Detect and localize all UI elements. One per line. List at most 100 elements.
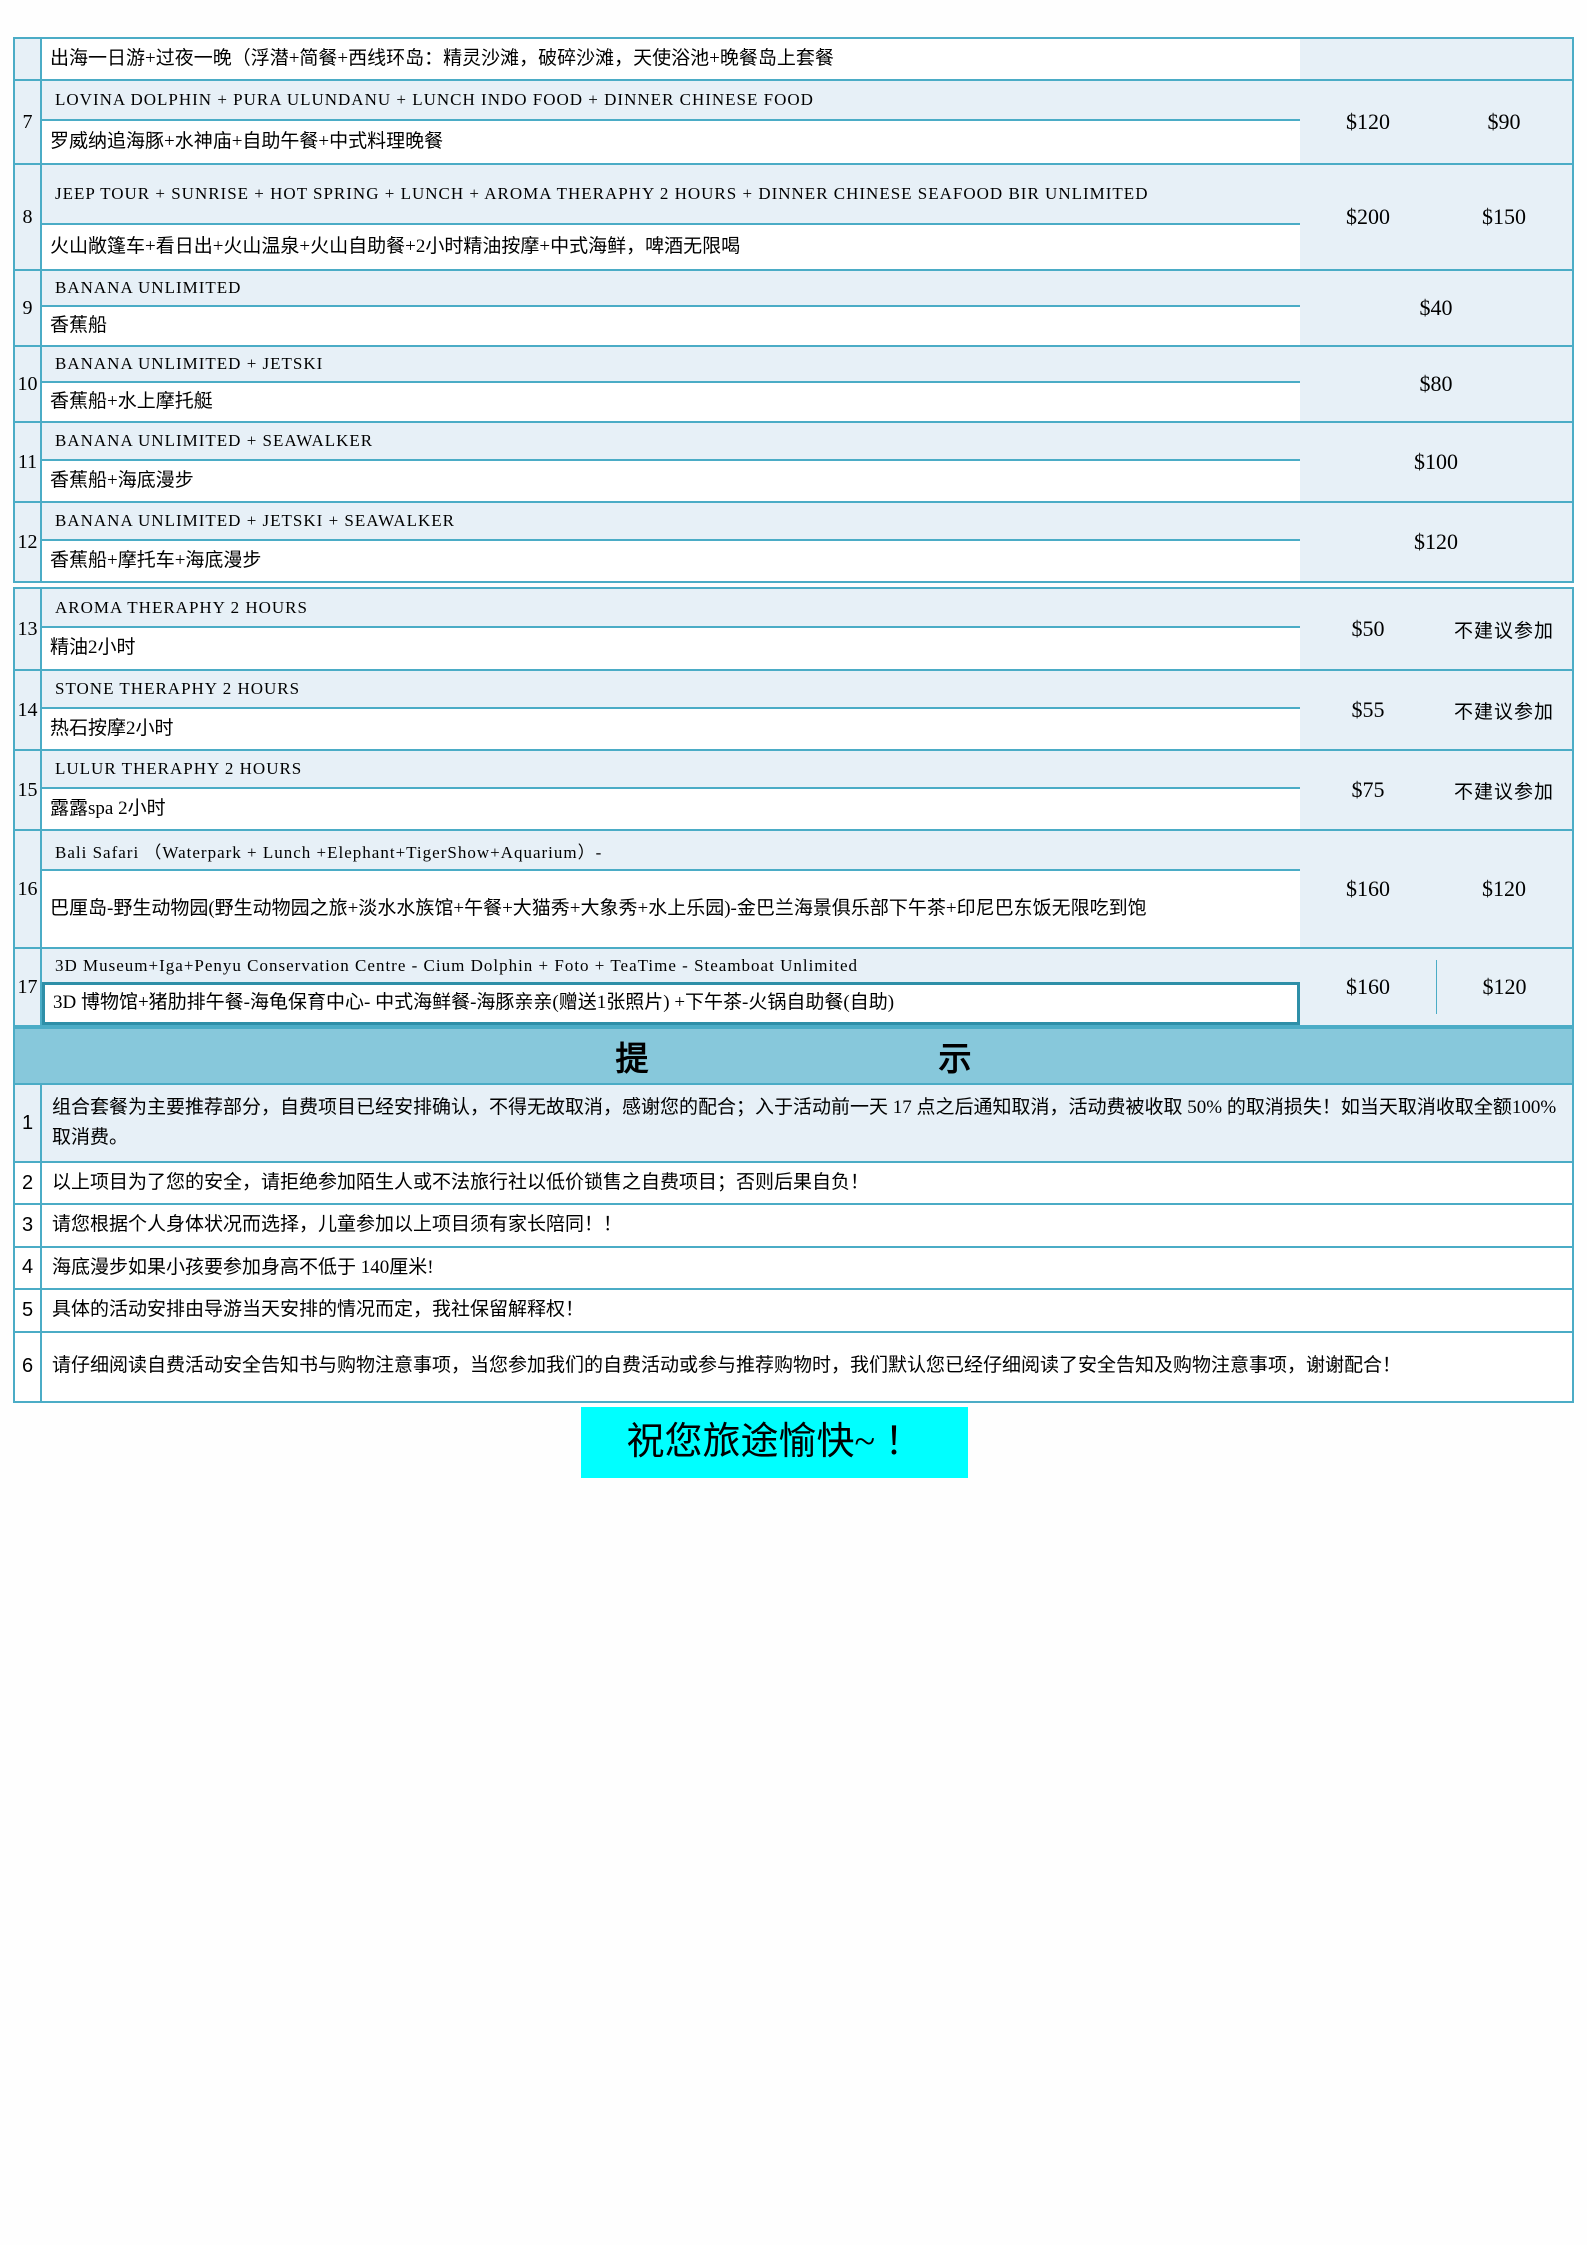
item-name-en: BANANA UNLIMITED + JETSKI [42, 347, 1300, 381]
price-merged: $80 [1419, 371, 1453, 396]
row-number: 11 [15, 423, 42, 501]
price-adult: $160 [1346, 876, 1390, 901]
item-name-en: LULUR THERAPHY 2 HOURS [42, 751, 1300, 787]
row-number: 17 [15, 949, 42, 1025]
table-row: 14 STONE THERAPHY 2 HOURS 热石按摩2小时 $55 不建… [15, 669, 1572, 749]
notice-header: 提 示 [15, 1029, 1572, 1085]
item-name-en: BANANA UNLIMITED + JETSKI + SEAWALKER [42, 503, 1300, 539]
item-description: BANANA UNLIMITED + SEAWALKER 香蕉船+海底漫步 [42, 423, 1300, 501]
item-name-en: STONE THERAPHY 2 HOURS [42, 671, 1300, 707]
notice-row: 1 组合套餐为主要推荐部分，自费项目已经安排确认，不得无故取消，感谢您的配合；入… [15, 1085, 1572, 1161]
selected-cell[interactable]: 3D 博物馆+猪肋排午餐-海龟保育中心- 中式海鲜餐-海豚亲亲(赠送1张照片) … [42, 982, 1300, 1025]
item-description: AROMA THERAPHY 2 HOURS 精油2小时 [42, 589, 1300, 669]
notice-text: 请您根据个人身体状况而选择，儿童参加以上项目须有家长陪同！！ [52, 1214, 623, 1236]
item-name-en: BANANA UNLIMITED [42, 271, 1300, 305]
price-cells: $40 [1300, 271, 1572, 345]
notice-number: 6 [15, 1332, 42, 1401]
price-cells: $75 不建议参加 [1300, 751, 1572, 829]
table-row: 15 LULUR THERAPHY 2 HOURS 露露spa 2小时 $75 … [15, 749, 1572, 829]
row-number: 13 [15, 589, 42, 669]
price-cells: $120 [1300, 503, 1572, 581]
table-row: 16 Bali Safari （Waterpark + Lunch +Eleph… [15, 829, 1572, 947]
item-description: 出海一日游+过夜一晚（浮潜+简餐+西线环岛：精灵沙滩，破碎沙滩，天使浴池+晚餐岛… [42, 39, 1300, 79]
row-number: 16 [15, 831, 42, 947]
price-adult: $160 [1346, 974, 1390, 999]
price-adult: $55 [1351, 697, 1385, 722]
item-description: 3D Museum+Iga+Penyu Conservation Centre … [42, 949, 1300, 1025]
item-name-zh: 香蕉船 [42, 305, 1300, 345]
notice-table: 提 示 1 组合套餐为主要推荐部分，自费项目已经安排确认，不得无故取消，感谢您的… [13, 1027, 1574, 1403]
row-number: 14 [15, 671, 42, 749]
item-name-zh: 出海一日游+过夜一晚（浮潜+简餐+西线环岛：精灵沙滩，破碎沙滩，天使浴池+晚餐岛… [42, 39, 1300, 79]
table-row: 17 3D Museum+Iga+Penyu Conservation Cent… [15, 947, 1572, 1025]
item-name-en: BANANA UNLIMITED + SEAWALKER [42, 423, 1300, 459]
item-name-zh: 香蕉船+水上摩托艇 [42, 381, 1300, 421]
notice-row: 5 具体的活动安排由导游当天安排的情况而定，我社保留解释权！ [15, 1288, 1572, 1331]
notice-number: 3 [15, 1205, 42, 1246]
notice-text: 请仔细阅读自费活动安全告知书与购物注意事项，当您参加我们的自费活动或参与推荐购物… [52, 1355, 1402, 1377]
not-recommended-label: 不建议参加 [1453, 620, 1554, 642]
table-row: 7 LOVINA DOLPHIN + PURA ULUNDANU + LUNCH… [15, 79, 1572, 163]
price-adult: $75 [1351, 777, 1385, 802]
notice-text: 具体的活动安排由导游当天安排的情况而定，我社保留解释权！ [52, 1299, 585, 1321]
table-row: 9 BANANA UNLIMITED 香蕉船 $40 [15, 269, 1572, 345]
package-table-lower: 13 AROMA THERAPHY 2 HOURS 精油2小时 $50 不建议参… [13, 587, 1574, 1027]
item-description: JEEP TOUR + SUNRISE + HOT SPRING + LUNCH… [42, 165, 1300, 269]
row-number: 15 [15, 751, 42, 829]
price-child: $150 [1482, 204, 1526, 229]
item-name-en: Bali Safari （Waterpark + Lunch +Elephant… [42, 831, 1300, 869]
table-row: 出海一日游+过夜一晚（浮潜+简餐+西线环岛：精灵沙滩，破碎沙滩，天使浴池+晚餐岛… [15, 39, 1572, 79]
notice-number: 4 [15, 1247, 42, 1289]
item-name-en: AROMA THERAPHY 2 HOURS [42, 589, 1300, 626]
table-row: 12 BANANA UNLIMITED + JETSKI + SEAWALKER… [15, 501, 1572, 581]
price-cells [1300, 39, 1572, 79]
item-description: LULUR THERAPHY 2 HOURS 露露spa 2小时 [42, 751, 1300, 829]
item-description: BANANA UNLIMITED + JETSKI 香蕉船+水上摩托艇 [42, 347, 1300, 421]
notice-text: 组合套餐为主要推荐部分，自费项目已经安排确认，不得无故取消，感谢您的配合；入于活… [52, 1096, 1557, 1148]
item-name-zh: 精油2小时 [42, 626, 1300, 669]
price-merged: $40 [1419, 295, 1453, 320]
package-table-upper: 出海一日游+过夜一晚（浮潜+简餐+西线环岛：精灵沙滩，破碎沙滩，天使浴池+晚餐岛… [13, 37, 1574, 583]
item-name-zh: 热石按摩2小时 [42, 707, 1300, 749]
row-number: 12 [15, 503, 42, 581]
price-adult: $120 [1346, 109, 1390, 134]
notice-number: 1 [15, 1085, 42, 1161]
notice-title-right: 示 [938, 1042, 972, 1078]
table-row: 11 BANANA UNLIMITED + SEAWALKER 香蕉船+海底漫步… [15, 421, 1572, 501]
item-description: BANANA UNLIMITED + JETSKI + SEAWALKER 香蕉… [42, 503, 1300, 581]
price-cells: $55 不建议参加 [1300, 671, 1572, 749]
price-cells: $120 $90 [1300, 81, 1572, 163]
farewell-banner: 祝您旅途愉快~ ！ [581, 1406, 968, 1478]
table-row: 13 AROMA THERAPHY 2 HOURS 精油2小时 $50 不建议参… [15, 589, 1572, 669]
item-name-zh: 火山敞篷车+看日出+火山温泉+火山自助餐+2小时精油按摩+中式海鲜，啤酒无限喝 [42, 223, 1300, 269]
row-number [15, 39, 42, 79]
item-name-zh: 露露spa 2小时 [42, 787, 1300, 829]
price-child: $120 [1482, 876, 1526, 901]
row-number: 7 [15, 81, 42, 163]
row-number: 10 [15, 347, 42, 421]
item-description: BANANA UNLIMITED 香蕉船 [42, 271, 1300, 345]
item-description: STONE THERAPHY 2 HOURS 热石按摩2小时 [42, 671, 1300, 749]
notice-row: 3 请您根据个人身体状况而选择，儿童参加以上项目须有家长陪同！！ [15, 1203, 1572, 1246]
price-cells: $50 不建议参加 [1300, 589, 1572, 669]
notice-number: 5 [15, 1290, 42, 1331]
price-adult: $200 [1346, 204, 1390, 229]
item-description: LOVINA DOLPHIN + PURA ULUNDANU + LUNCH I… [42, 81, 1300, 163]
item-name-zh: 香蕉船+摩托车+海底漫步 [42, 539, 1300, 581]
price-cells: $160 $120 [1300, 831, 1572, 947]
item-name-en: 3D Museum+Iga+Penyu Conservation Centre … [42, 949, 1300, 982]
price-sheet: 出海一日游+过夜一晚（浮潜+简餐+西线环岛：精灵沙滩，破碎沙滩，天使浴池+晚餐岛… [13, 37, 1574, 1478]
not-recommended-label: 不建议参加 [1453, 781, 1554, 803]
notice-row: 6 请仔细阅读自费活动安全告知书与购物注意事项，当您参加我们的自费活动或参与推荐… [15, 1330, 1572, 1401]
not-recommended-label: 不建议参加 [1453, 701, 1554, 723]
notice-row: 2 以上项目为了您的安全，请拒绝参加陌生人或不法旅行社以低价锁售之自费项目；否则… [15, 1161, 1572, 1204]
price-cells: $80 [1300, 347, 1572, 421]
row-number: 8 [15, 165, 42, 269]
table-row: 8 JEEP TOUR + SUNRISE + HOT SPRING + LUN… [15, 163, 1572, 269]
price-cells: $200 $150 [1300, 165, 1572, 269]
notice-title-left: 提 [615, 1042, 649, 1078]
price-child: $120 [1436, 960, 1572, 1014]
notice-text: 以上项目为了您的安全，请拒绝参加陌生人或不法旅行社以低价锁售之自费项目；否则后果… [52, 1172, 870, 1193]
notice-text: 海底漫步如果小孩要参加身高不低于 140厘米! [52, 1256, 434, 1278]
notice-number: 2 [15, 1163, 42, 1204]
